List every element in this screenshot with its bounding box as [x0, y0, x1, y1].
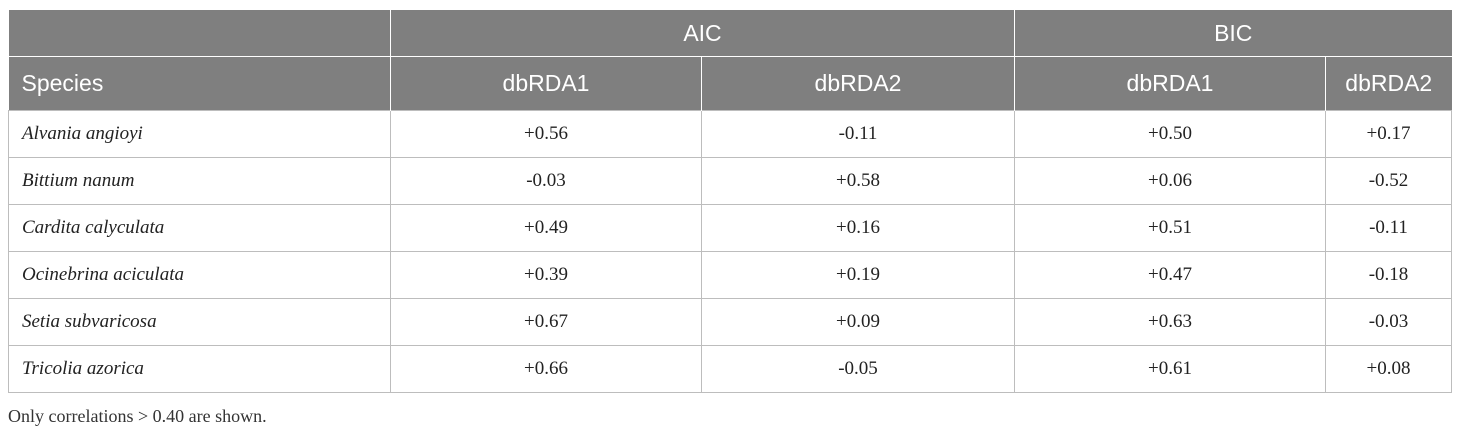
bic-dbrda2-cell: +0.08 — [1325, 345, 1452, 393]
species-cell: Ocinebrina aciculata — [8, 251, 391, 299]
bic-dbrda2-cell: -0.11 — [1325, 204, 1452, 252]
bic-dbrda2-cell: -0.03 — [1325, 298, 1452, 346]
bic-dbrda1-cell: +0.50 — [1014, 110, 1326, 158]
bic-dbrda2-cell: -0.18 — [1325, 251, 1452, 299]
bic-dbrda1-cell: +0.61 — [1014, 345, 1326, 393]
aic-dbrda2-cell: +0.19 — [701, 251, 1015, 299]
aic-dbrda2-cell: +0.58 — [701, 157, 1015, 205]
aic-dbrda1-cell: +0.49 — [390, 204, 702, 252]
species-cell: Tricolia azorica — [8, 345, 391, 393]
correlation-table: AIC BIC Species dbRDA1 dbRDA2 dbRDA1 dbR… — [8, 10, 1452, 393]
aic-dbrda2-cell: -0.11 — [701, 110, 1015, 158]
table-row: Alvania angioyi +0.56 -0.11 +0.50 +0.17 — [8, 110, 1452, 158]
table-row: Bittium nanum -0.03 +0.58 +0.06 -0.52 — [8, 157, 1452, 205]
species-cell: Bittium nanum — [8, 157, 391, 205]
aic-dbrda1-cell: +0.67 — [390, 298, 702, 346]
species-cell: Alvania angioyi — [8, 110, 391, 158]
table-row: Ocinebrina aciculata +0.39 +0.19 +0.47 -… — [8, 251, 1452, 299]
aic-dbrda1-cell: +0.39 — [390, 251, 702, 299]
species-cell: Cardita calyculata — [8, 204, 391, 252]
aic-dbrda2-cell: +0.09 — [701, 298, 1015, 346]
header-group-aic: AIC — [390, 10, 1015, 57]
table-row: Cardita calyculata +0.49 +0.16 +0.51 -0.… — [8, 204, 1452, 252]
bic-dbrda1-cell: +0.51 — [1014, 204, 1326, 252]
header-blank-cell — [8, 10, 391, 57]
header-group-bic: BIC — [1014, 10, 1452, 57]
table-footnote: Only correlations > 0.40 are shown. — [8, 406, 267, 426]
header-group-row: AIC BIC — [8, 10, 1452, 57]
table-row: Setia subvaricosa +0.67 +0.09 +0.63 -0.0… — [8, 298, 1452, 346]
aic-dbrda1-cell: -0.03 — [390, 157, 702, 205]
table-header: AIC BIC Species dbRDA1 dbRDA2 dbRDA1 dbR… — [8, 10, 1452, 111]
aic-dbrda1-cell: +0.66 — [390, 345, 702, 393]
aic-dbrda1-cell: +0.56 — [390, 110, 702, 158]
table-body: Alvania angioyi +0.56 -0.11 +0.50 +0.17 … — [8, 110, 1452, 393]
header-aic-dbrda1: dbRDA1 — [390, 56, 702, 111]
header-species: Species — [8, 56, 391, 111]
header-bic-dbrda1: dbRDA1 — [1014, 56, 1326, 111]
bic-dbrda2-cell: +0.17 — [1325, 110, 1452, 158]
header-aic-dbrda2: dbRDA2 — [701, 56, 1015, 111]
header-bic-dbrda2: dbRDA2 — [1325, 56, 1452, 111]
table-row: Tricolia azorica +0.66 -0.05 +0.61 +0.08 — [8, 345, 1452, 393]
bic-dbrda2-cell: -0.52 — [1325, 157, 1452, 205]
bic-dbrda1-cell: +0.06 — [1014, 157, 1326, 205]
correlation-table-container: AIC BIC Species dbRDA1 dbRDA2 dbRDA1 dbR… — [8, 10, 1452, 393]
bic-dbrda1-cell: +0.47 — [1014, 251, 1326, 299]
aic-dbrda2-cell: +0.16 — [701, 204, 1015, 252]
aic-dbrda2-cell: -0.05 — [701, 345, 1015, 393]
header-column-row: Species dbRDA1 dbRDA2 dbRDA1 dbRDA2 — [8, 56, 1452, 111]
bic-dbrda1-cell: +0.63 — [1014, 298, 1326, 346]
species-cell: Setia subvaricosa — [8, 298, 391, 346]
